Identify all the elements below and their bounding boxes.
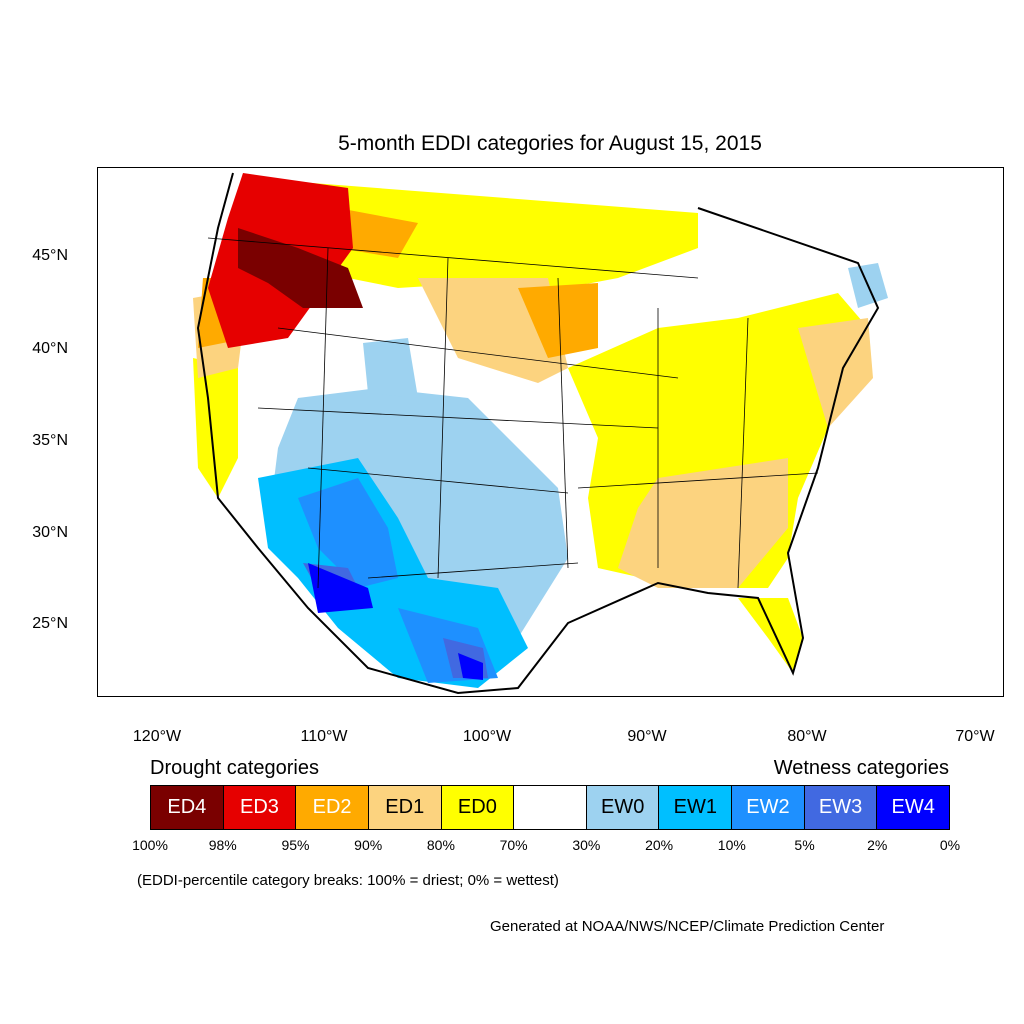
legend-cell-ew2: EW2 xyxy=(732,786,805,829)
legend-break-label: 2% xyxy=(867,837,888,853)
region-layers xyxy=(193,173,888,693)
lon-label-70: 70°W xyxy=(955,728,995,745)
lat-label-30: 30°N xyxy=(32,524,68,541)
drought-heading: Drought categories xyxy=(150,757,319,779)
legend-cell-neutral xyxy=(514,786,587,829)
lat-label-35: 35°N xyxy=(32,432,68,449)
legend-break-label: 70% xyxy=(499,837,528,853)
legend-cell-ed1: ED1 xyxy=(368,786,442,829)
legend-break-label: 90% xyxy=(354,837,383,853)
lon-label-80: 80°W xyxy=(787,728,827,745)
legend-break-label: 5% xyxy=(794,837,815,853)
lon-label-100: 100°W xyxy=(462,728,512,745)
map-title: 5-month EDDI categories for August 15, 2… xyxy=(338,132,762,155)
breaks-note: (EDDI-percentile category breaks: 100% =… xyxy=(137,872,559,889)
legend-break-label: 95% xyxy=(281,837,310,853)
legend-break-label: 98% xyxy=(208,837,237,853)
credit-text: Generated at NOAA/NWS/NCEP/Climate Predi… xyxy=(490,918,885,935)
lon-label-110: 110°W xyxy=(300,728,348,745)
legend-cell-ed3: ED3 xyxy=(223,786,297,829)
legend-cell-ew0: EW0 xyxy=(586,786,660,829)
legend-break-label: 20% xyxy=(645,837,674,853)
legend-cell-ew3: EW3 xyxy=(804,786,878,829)
legend-cell-ed0: ED0 xyxy=(441,786,515,829)
legend-cell-ew1: EW1 xyxy=(659,786,733,829)
legend-break-label: 30% xyxy=(572,837,601,853)
lon-label-90: 90°W xyxy=(627,728,667,745)
legend-bar: ED4 ED3 ED2 ED1 ED0 EW0 EW1 EW2 EW3 EW4 xyxy=(150,785,950,830)
legend-break-label: 0% xyxy=(939,837,961,853)
legend-cell-ed2: ED2 xyxy=(296,786,369,829)
lat-label-40: 40°N xyxy=(32,340,68,357)
lat-label-45: 45°N xyxy=(32,247,68,264)
legend-break-label: 100% xyxy=(132,837,168,853)
state-borders xyxy=(207,237,819,589)
legend-break-label: 10% xyxy=(717,837,746,853)
wetness-heading: Wetness categories xyxy=(773,757,949,779)
legend-cell-ew4: EW4 xyxy=(877,786,950,829)
legend-break-label: 80% xyxy=(426,837,455,853)
eddi-map xyxy=(97,167,1004,697)
map-canvas xyxy=(193,172,888,695)
lon-label-120: 120°W xyxy=(132,728,182,745)
lat-label-25: 25°N xyxy=(32,615,68,632)
legend-cell-ed4: ED4 xyxy=(151,786,224,829)
coastline xyxy=(196,172,880,695)
